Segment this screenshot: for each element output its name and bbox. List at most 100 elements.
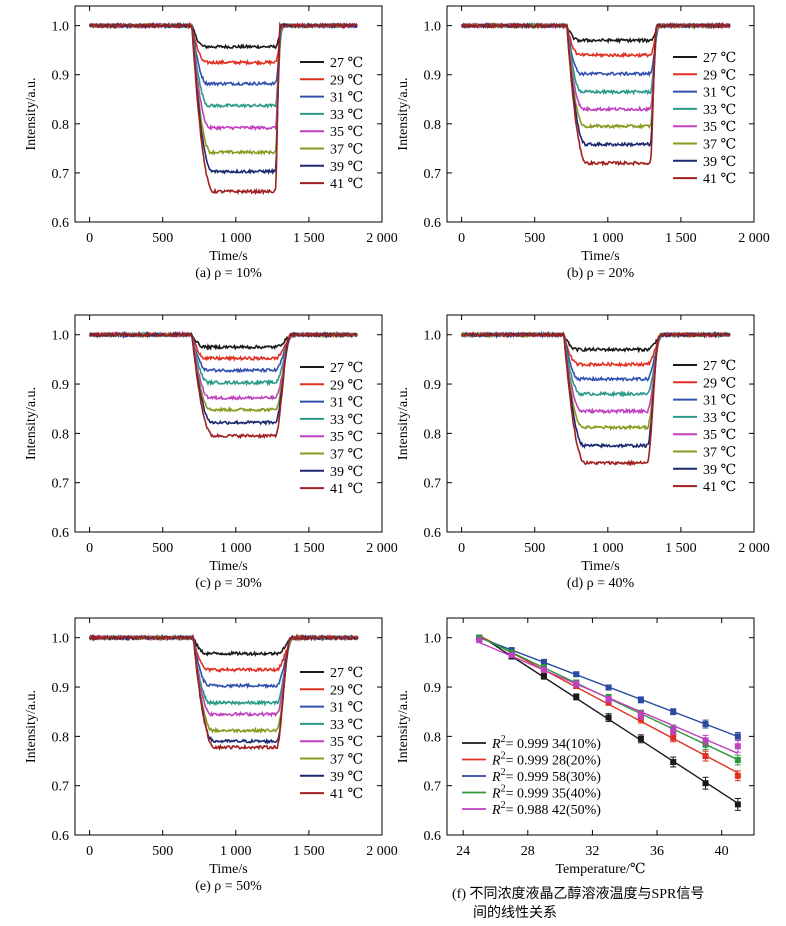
series-line — [89, 633, 359, 690]
x-tick-label: 500 — [524, 541, 545, 556]
legend-label: 35 ℃ — [703, 120, 736, 135]
y-tick-label: 0.8 — [52, 730, 70, 745]
data-point — [605, 714, 612, 721]
r2-symbol: R — [491, 770, 501, 785]
x-tick-label: 1 000 — [592, 231, 624, 246]
r2-symbol: R — [491, 754, 501, 769]
series-line — [460, 331, 731, 467]
data-point — [734, 772, 741, 779]
r2-symbol: R — [491, 803, 501, 818]
panel-caption: (a) ρ = 10% — [195, 266, 262, 281]
y-tick-label: 0.6 — [52, 829, 70, 844]
x-tick-label: 24 — [456, 844, 470, 859]
r2-superscript: 2 — [501, 734, 506, 745]
y-tick-label: 1.0 — [52, 20, 70, 35]
panel-caption: (b) ρ = 20% — [567, 266, 635, 281]
legend-label: 31 ℃ — [330, 91, 363, 106]
data-point — [702, 721, 709, 728]
y-tick-label: 0.9 — [424, 681, 442, 696]
legend-label: 33 ℃ — [330, 413, 363, 428]
legend-label: 39 ℃ — [330, 160, 363, 175]
x-tick-label: 0 — [458, 231, 465, 246]
x-tick-label: 1 500 — [665, 541, 697, 556]
data-point — [573, 671, 580, 678]
data-point — [670, 734, 677, 741]
legend-label: 29 ℃ — [330, 73, 363, 88]
legend-label: 29 ℃ — [703, 376, 736, 391]
data-point — [573, 681, 580, 688]
legend-label: 37 ℃ — [330, 753, 363, 768]
x-tick-label: 28 — [521, 844, 535, 859]
x-tick-label: 1 500 — [293, 231, 325, 246]
series-line — [89, 21, 358, 66]
x-tick-label: 40 — [715, 844, 729, 859]
x-tick-label: 1 000 — [220, 231, 252, 246]
legend-label: 27 ℃ — [703, 51, 736, 66]
legend-label: 39 ℃ — [330, 465, 363, 480]
series-line — [461, 22, 731, 148]
series-line — [461, 330, 731, 432]
x-tick-label: 1 000 — [220, 844, 252, 859]
data-point — [540, 666, 547, 673]
x-tick-label: 2 000 — [738, 231, 770, 246]
series-line — [88, 21, 358, 196]
y-tick-label: 0.6 — [424, 216, 442, 231]
legend-label: 27 ℃ — [330, 666, 363, 681]
y-tick-label: 0.7 — [52, 167, 70, 182]
y-tick-label: 1.0 — [424, 329, 442, 344]
legend-label: 41 ℃ — [703, 480, 736, 495]
legend-label: 33 ℃ — [703, 411, 736, 426]
y-tick-label: 0.9 — [424, 69, 442, 84]
x-tick-label: 1 000 — [592, 541, 624, 556]
legend-label: R2= 0.999 35(40%) — [491, 784, 601, 802]
panel-caption: (e) ρ = 50% — [195, 879, 262, 894]
y-tick-label: 0.7 — [52, 780, 70, 795]
legend-label: 35 ℃ — [330, 430, 363, 445]
series-line — [88, 634, 359, 735]
x-tick-label: 0 — [86, 844, 93, 859]
legend-label: 27 ℃ — [330, 361, 363, 376]
x-tick-label: 1 500 — [293, 541, 325, 556]
x-tick-label: 2 000 — [366, 844, 398, 859]
y-tick-label: 0.7 — [52, 477, 70, 492]
r2-superscript: 2 — [501, 767, 506, 778]
data-point — [734, 801, 741, 808]
x-axis-title: Time/s — [581, 249, 619, 264]
legend-label: 33 ℃ — [330, 108, 363, 123]
series-line — [88, 22, 358, 156]
x-tick-label: 500 — [152, 541, 173, 556]
series-line — [89, 22, 358, 87]
series-line — [460, 21, 731, 167]
y-tick-label: 0.9 — [52, 378, 70, 393]
data-point — [670, 759, 677, 766]
legend-label: 37 ℃ — [330, 143, 363, 158]
r2-value: = 0.999 58(30%) — [506, 770, 602, 785]
y-tick-label: 0.7 — [424, 167, 442, 182]
y-tick-label: 0.8 — [424, 730, 442, 745]
plot-frame — [446, 5, 755, 223]
r2-superscript: 2 — [501, 751, 506, 762]
y-tick-label: 0.7 — [424, 780, 442, 795]
y-axis-title: Intensity/a.u. — [396, 387, 411, 460]
legend-label: 31 ℃ — [703, 394, 736, 409]
y-tick-label: 0.9 — [52, 681, 70, 696]
data-point — [702, 780, 709, 787]
data-point — [637, 696, 644, 703]
y-tick-label: 1.0 — [52, 329, 70, 344]
plot-frame — [74, 5, 383, 223]
data-point — [476, 637, 483, 644]
x-tick-label: 2 000 — [366, 231, 398, 246]
data-point — [540, 673, 547, 680]
series-line — [89, 331, 358, 440]
panel-b: 0 500 1 000 1 500 2 000 0.6 0.7 0.8 0.9 1.0 Time/s… — [396, 5, 770, 281]
panel-d: 0 500 1 000 1 500 2 000 0.6 0.7 0.8 0.9 1.0 Time/s… — [396, 314, 770, 591]
y-axis-title: Intensity/a.u. — [24, 690, 39, 763]
x-axis-title: Time/s — [209, 559, 247, 574]
panel-caption-line2: 间的线性关系 — [473, 905, 557, 921]
series-line — [89, 634, 359, 718]
data-point — [670, 708, 677, 715]
series-line — [88, 633, 359, 751]
panel-f: 24 28 32 36 40 0.6 0.7 0.8 0.9 1.0 Temperature/℃ In… — [396, 617, 755, 921]
data-point — [734, 743, 741, 750]
legend-label: 31 ℃ — [330, 396, 363, 411]
